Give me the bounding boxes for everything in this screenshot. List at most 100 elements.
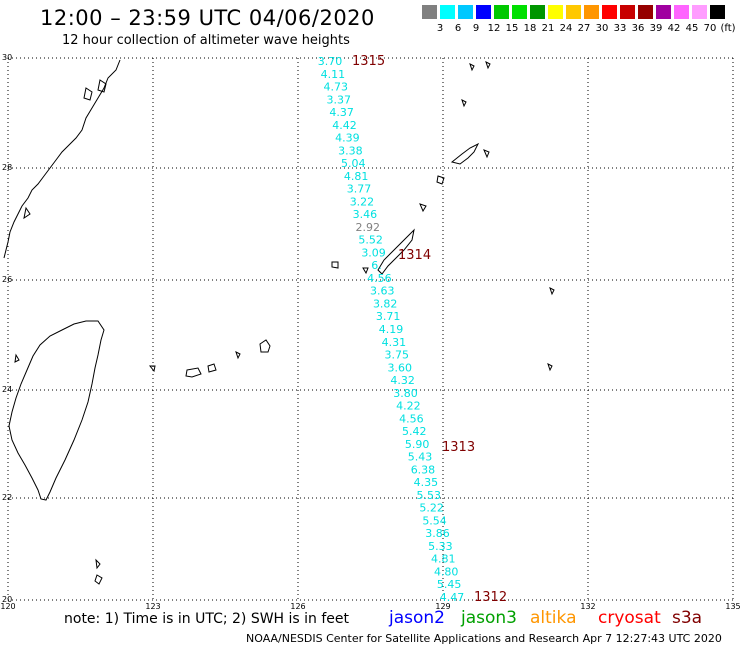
scale-swatch — [656, 5, 671, 19]
wave-height-value: 4.73 — [324, 81, 349, 94]
tokara-islet — [485, 61, 491, 70]
scale-swatch — [422, 5, 437, 19]
okinawa-coastline — [377, 228, 415, 275]
legend-note: note: 1) Time is in UTC; 2) SWH is in fe… — [64, 611, 350, 627]
amami-coastline — [450, 142, 480, 165]
wave-height-value: 3.38 — [338, 144, 363, 157]
wave-height-value: 5.43 — [408, 451, 433, 464]
scale-label: 39 — [649, 23, 663, 34]
wave-height-value: 3.46 — [353, 208, 378, 221]
map-title: 12:00 – 23:59 UTC 04/06/2020 — [40, 6, 375, 30]
wave-height-value: 4.56 — [367, 272, 392, 285]
wave-height-value: 4.47 — [440, 591, 465, 604]
lat-tick-label: 24 — [2, 385, 12, 394]
penghu-islet — [14, 353, 20, 363]
wave-height-value: 5.45 — [437, 578, 462, 591]
pass-number-label: 1315 — [352, 54, 385, 69]
wave-height-value: 4.19 — [379, 323, 404, 336]
lon-tick-label: 123 — [145, 602, 160, 611]
wave-height-value: 4.81 — [431, 553, 456, 566]
scale-label: 42 — [667, 23, 681, 34]
lanyu-islet — [94, 574, 103, 585]
wave-height-value: 3.09 — [361, 246, 386, 259]
lanyu-islet — [95, 558, 101, 570]
satellite-legend-cryosat: cryosat — [598, 608, 661, 628]
lon-tick-label: 129 — [435, 602, 450, 611]
wave-height-value: 3.86 — [425, 527, 450, 540]
wave-height-value: 5.90 — [405, 438, 430, 451]
tokara-islet — [461, 99, 467, 108]
lon-tick-label: 132 — [580, 602, 595, 611]
wave-height-value: 3.77 — [347, 183, 372, 196]
scale-swatch — [458, 5, 473, 19]
amami-islet — [483, 149, 490, 159]
okinawa-islet — [362, 267, 369, 275]
wave-height-value: 4.39 — [335, 132, 360, 145]
scale-label: 12 — [487, 23, 501, 34]
yaeyama-islet — [185, 367, 202, 378]
satellite-legend-altika: altika — [530, 608, 577, 628]
scale-label: 70 — [703, 23, 717, 34]
daito-islet — [547, 363, 553, 372]
wave-height-value: 2.92 — [356, 221, 381, 234]
miyako-islet — [235, 351, 241, 360]
footer-credit: NOAA/NESDIS Center for Satellite Applica… — [246, 632, 722, 645]
scale-swatch — [566, 5, 581, 19]
map-subtitle: 12 hour collection of altimeter wave hei… — [62, 33, 350, 48]
wave-height-value: 3.70 — [318, 55, 343, 68]
altimeter-track: 3.704.114.733.374.374.424.393.385.044.81… — [318, 55, 465, 604]
scale-swatch — [440, 5, 455, 19]
scale-swatch — [494, 5, 509, 19]
wave-height-value: 3.75 — [385, 349, 410, 362]
scale-label: 21 — [541, 23, 555, 34]
wave-height-value: 5.52 — [358, 234, 383, 247]
wave-height-value: 3.71 — [376, 310, 401, 323]
amami-islet — [436, 175, 445, 185]
wave-height-value: 4.37 — [329, 106, 354, 119]
okinawa-islet — [419, 203, 427, 213]
pass-number-label: 1314 — [398, 248, 431, 263]
scale-swatch — [710, 5, 725, 19]
lon-tick-label: 126 — [290, 602, 305, 611]
miyako-islet — [259, 339, 271, 353]
scale-label: 27 — [577, 23, 591, 34]
wave-height-value: 4.81 — [344, 170, 369, 183]
scale-swatch — [584, 5, 599, 19]
lon-tick-label: 120 — [0, 602, 15, 611]
lat-tick-label: 20 — [2, 595, 12, 604]
lat-lon-grid — [7, 57, 735, 601]
lat-tick-label: 30 — [2, 53, 12, 62]
lat-tick-label: 22 — [2, 493, 12, 502]
scale-label: 24 — [559, 23, 573, 34]
scale-swatch — [674, 5, 689, 19]
wave-height-value: 4.42 — [332, 119, 357, 132]
scale-swatch — [638, 5, 653, 19]
scale-swatch — [548, 5, 563, 19]
china-islet — [83, 87, 93, 101]
taiwan-coastline — [8, 320, 105, 501]
scale-label: 15 — [505, 23, 519, 34]
wave-height-value: 4.35 — [414, 476, 439, 489]
tokara-islet — [469, 63, 475, 72]
pass-number-label: 1312 — [474, 590, 507, 605]
wave-height-value: 3.80 — [393, 387, 418, 400]
scale-swatch — [512, 5, 527, 19]
china-islet — [23, 206, 31, 220]
scale-label: 18 — [523, 23, 537, 34]
wave-height-value: 4.11 — [321, 68, 346, 81]
scale-swatch — [620, 5, 635, 19]
china-islet — [97, 79, 107, 93]
wave-height-value: 4.22 — [396, 400, 421, 413]
daito-islet — [549, 287, 555, 296]
wave-height-value: 5.53 — [417, 489, 442, 502]
scale-label: 9 — [472, 23, 480, 34]
wave-height-value: 6.38 — [411, 463, 436, 476]
wave-height-value: 3.37 — [326, 93, 351, 106]
scale-label: 36 — [631, 23, 645, 34]
wave-height-value: 5.22 — [419, 502, 444, 515]
scale-swatch — [476, 5, 491, 19]
scale-swatch — [602, 5, 617, 19]
wave-height-value: 3.82 — [373, 297, 398, 310]
satellite-legend-s3a: s3a — [672, 608, 703, 628]
